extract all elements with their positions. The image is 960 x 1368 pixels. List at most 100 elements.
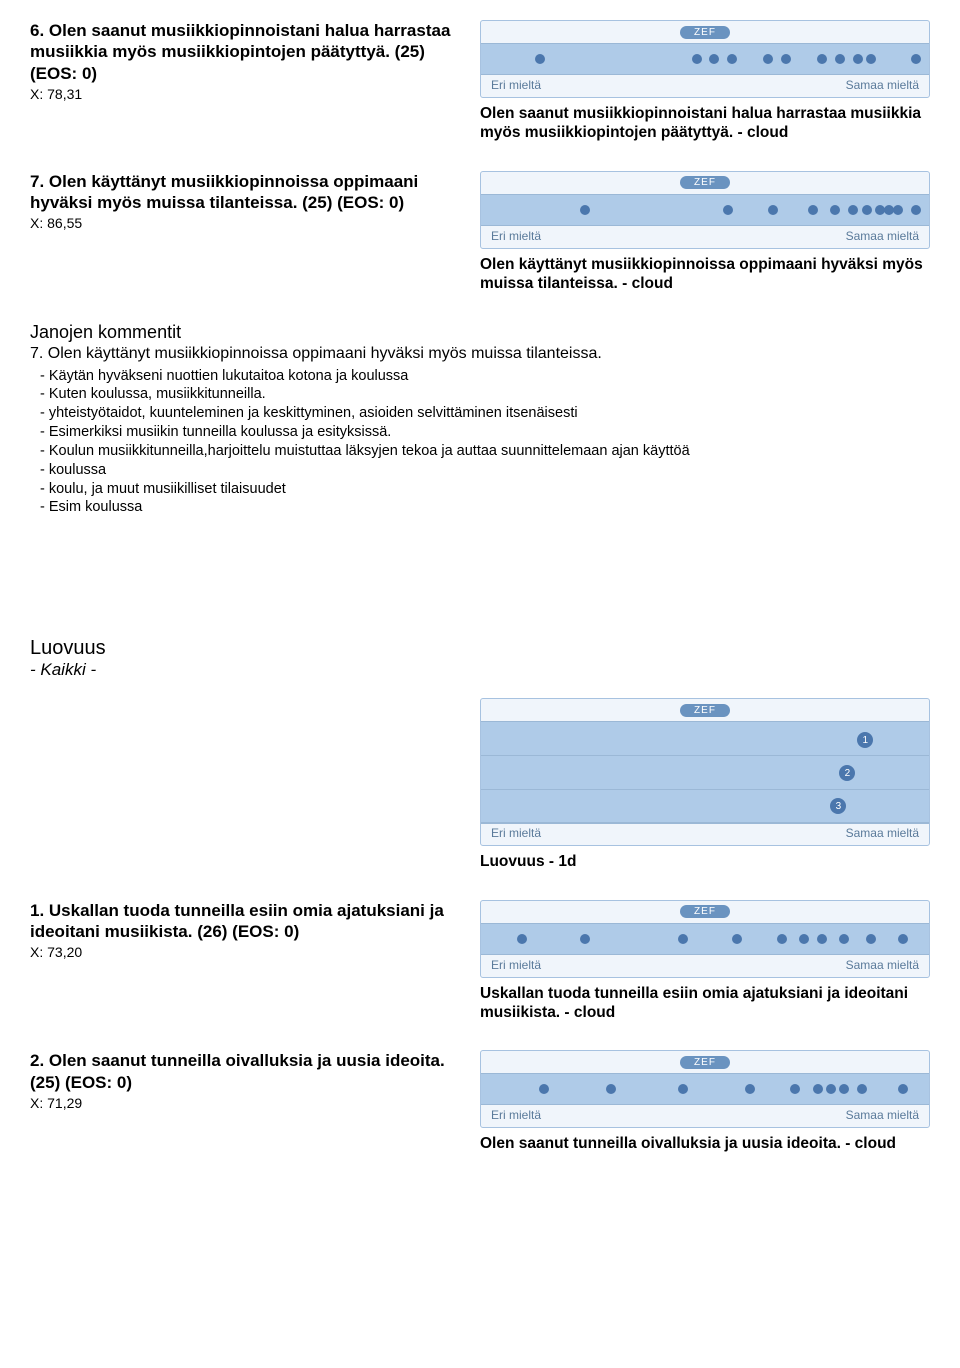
axis-right: Samaa mieltä bbox=[846, 826, 919, 840]
data-point bbox=[866, 54, 876, 64]
data-point bbox=[830, 205, 840, 215]
data-point bbox=[808, 205, 818, 215]
data-point bbox=[898, 1084, 908, 1094]
data-point bbox=[898, 934, 908, 944]
data-point bbox=[781, 54, 791, 64]
data-point bbox=[768, 205, 778, 215]
q6-caption: Olen saanut musiikkiopinnoistani halua h… bbox=[480, 104, 930, 143]
data-point bbox=[692, 54, 702, 64]
lq2-title: 2. Olen saanut tunneilla oivalluksia ja … bbox=[30, 1050, 460, 1093]
chart-header: ZEF bbox=[481, 1051, 929, 1073]
axis-right: Samaa mieltä bbox=[846, 78, 919, 92]
q7-chart: ZEF Eri mieltä Samaa mieltä bbox=[480, 171, 930, 249]
data-point bbox=[817, 934, 827, 944]
luovuus-title: Luovuus bbox=[30, 637, 930, 660]
axis-labels: Eri mieltä Samaa mieltä bbox=[481, 823, 929, 845]
zef-badge: ZEF bbox=[680, 176, 730, 189]
comment-item: - koulu, ja muut musiikilliset tilaisuud… bbox=[30, 480, 930, 499]
comment-item: - yhteistyötaidot, kuunteleminen ja kesk… bbox=[30, 404, 930, 423]
q6-title: 6. Olen saanut musiikkiopinnoistani halu… bbox=[30, 20, 460, 84]
data-point bbox=[799, 934, 809, 944]
axis-left: Eri mieltä bbox=[491, 1108, 541, 1122]
axis-right: Samaa mieltä bbox=[846, 229, 919, 243]
q7-cloud bbox=[481, 194, 929, 226]
data-point bbox=[826, 1084, 836, 1094]
data-point bbox=[723, 205, 733, 215]
data-point bbox=[535, 54, 545, 64]
data-point bbox=[911, 54, 921, 64]
comments-question: 7. Olen käyttänyt musiikkiopinnoissa opp… bbox=[30, 345, 930, 363]
axis-labels: Eri mieltä Samaa mieltä bbox=[481, 226, 929, 248]
data-point bbox=[517, 934, 527, 944]
axis-right: Samaa mieltä bbox=[846, 1108, 919, 1122]
comment-item: - Kuten koulussa, musiikkitunneilla. bbox=[30, 385, 930, 404]
chart-header: ZEF bbox=[481, 699, 929, 721]
q6-chart: ZEF Eri mieltä Samaa mieltä bbox=[480, 20, 930, 98]
data-point bbox=[853, 54, 863, 64]
lq2-cloud bbox=[481, 1073, 929, 1105]
comment-item: - Esimerkiksi musiikin tunneilla kouluss… bbox=[30, 423, 930, 442]
comment-item: - Käytän hyväkseni nuottien lukutaitoa k… bbox=[30, 367, 930, 386]
axis-left: Eri mieltä bbox=[491, 826, 541, 840]
q7-caption: Olen käyttänyt musiikkiopinnoissa oppima… bbox=[480, 255, 930, 294]
chart-header: ZEF bbox=[481, 172, 929, 194]
data-point bbox=[709, 54, 719, 64]
luovuus-overview-area: 123 bbox=[481, 721, 929, 823]
axis-left: Eri mieltä bbox=[491, 78, 541, 92]
overview-row bbox=[481, 756, 929, 790]
data-point bbox=[866, 934, 876, 944]
luovuus-sub: - Kaikki - bbox=[30, 660, 930, 680]
chart-header: ZEF bbox=[481, 21, 929, 43]
data-point bbox=[848, 205, 858, 215]
axis-right: Samaa mieltä bbox=[846, 958, 919, 972]
zef-badge: ZEF bbox=[680, 1056, 730, 1069]
zef-badge: ZEF bbox=[680, 704, 730, 717]
data-point bbox=[678, 1084, 688, 1094]
comment-item: - Koulun musiikkitunneilla,harjoittelu m… bbox=[30, 442, 930, 461]
data-point bbox=[862, 205, 872, 215]
lq1-x: X: 73,20 bbox=[30, 944, 460, 960]
data-point bbox=[539, 1084, 549, 1094]
data-point bbox=[839, 934, 849, 944]
axis-labels: Eri mieltä Samaa mieltä bbox=[481, 1105, 929, 1127]
comment-item: - koulussa bbox=[30, 461, 930, 480]
data-point bbox=[732, 934, 742, 944]
luovuus-overview-chart: ZEF 123 Eri mieltä Samaa mieltä bbox=[480, 698, 930, 846]
axis-labels: Eri mieltä Samaa mieltä bbox=[481, 75, 929, 97]
data-point bbox=[580, 205, 590, 215]
data-point bbox=[678, 934, 688, 944]
data-point bbox=[857, 1084, 867, 1094]
q7-x: X: 86,55 bbox=[30, 215, 460, 231]
data-point bbox=[790, 1084, 800, 1094]
comment-item: - Esim koulussa bbox=[30, 498, 930, 517]
overview-row bbox=[481, 790, 929, 824]
axis-left: Eri mieltä bbox=[491, 229, 541, 243]
data-point bbox=[911, 205, 921, 215]
q7-title: 7. Olen käyttänyt musiikkiopinnoissa opp… bbox=[30, 171, 460, 214]
lq2-caption: Olen saanut tunneilla oivalluksia ja uus… bbox=[480, 1134, 930, 1153]
comments-header: Janojen kommentit bbox=[30, 322, 930, 343]
data-point bbox=[763, 54, 773, 64]
lq1-caption: Uskallan tuoda tunneilla esiin omia ajat… bbox=[480, 984, 930, 1023]
chart-header: ZEF bbox=[481, 901, 929, 923]
lq1-cloud bbox=[481, 923, 929, 955]
axis-left: Eri mieltä bbox=[491, 958, 541, 972]
data-point bbox=[777, 934, 787, 944]
axis-labels: Eri mieltä Samaa mieltä bbox=[481, 955, 929, 977]
zef-badge: ZEF bbox=[680, 905, 730, 918]
data-point bbox=[580, 934, 590, 944]
data-point bbox=[817, 54, 827, 64]
data-point bbox=[835, 54, 845, 64]
lq1-title: 1. Uskallan tuoda tunneilla esiin omia a… bbox=[30, 900, 460, 943]
data-point bbox=[839, 1084, 849, 1094]
lq2-x: X: 71,29 bbox=[30, 1095, 460, 1111]
lq2-chart: ZEF Eri mieltä Samaa mieltä bbox=[480, 1050, 930, 1128]
data-point bbox=[606, 1084, 616, 1094]
zef-badge: ZEF bbox=[680, 26, 730, 39]
data-point bbox=[813, 1084, 823, 1094]
data-point bbox=[727, 54, 737, 64]
data-point bbox=[893, 205, 903, 215]
comments-section: Janojen kommentit 7. Olen käyttänyt musi… bbox=[30, 322, 930, 518]
data-point bbox=[745, 1084, 755, 1094]
luovuus-overview-caption: Luovuus - 1d bbox=[480, 852, 930, 871]
